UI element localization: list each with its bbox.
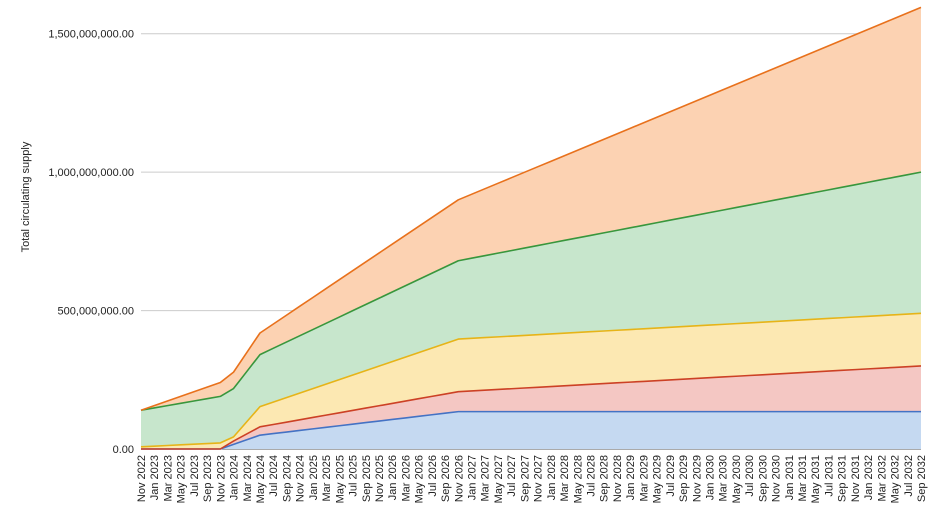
x-tick-label: Sep 2028 (599, 455, 611, 502)
x-tick-label: Nov 2030 (771, 455, 783, 502)
series-1-area (141, 411, 921, 449)
x-tick-label: May 2026 (414, 455, 426, 503)
x-axis-ticks: Nov 2022 Jan 2023 Mar 2023 May 2023 Jul 2023… (136, 455, 928, 503)
x-tick-label: Jan 2032 (863, 455, 875, 500)
x-tick-label: Mar 2031 (797, 455, 809, 501)
x-tick-label: Nov 2024 (295, 455, 307, 502)
x-tick-label: Nov 2023 (215, 455, 227, 502)
series-1-line (141, 410, 921, 450)
x-tick-label: Jul 2025 (348, 455, 360, 497)
series-lines (140, 6, 922, 450)
x-tick-label: Jul 2027 (506, 455, 518, 497)
y-tick-label: 1,500,000,000.00 (48, 29, 134, 41)
series-2-area (141, 365, 921, 449)
x-tick-label: Nov 2027 (533, 455, 545, 502)
x-tick-label: Nov 2029 (691, 455, 703, 502)
x-tick-label: Mar 2029 (638, 455, 650, 501)
x-tick-label: Mar 2027 (480, 455, 492, 501)
x-tick-label: Jul 2024 (268, 455, 280, 497)
x-tick-label: Nov 2022 (136, 455, 148, 502)
x-tick-label: Nov 2031 (850, 455, 862, 502)
series-4-line (140, 171, 922, 412)
x-tick-label: Mar 2028 (559, 455, 571, 501)
x-tick-label: May 2028 (572, 455, 584, 503)
x-tick-label: May 2025 (334, 455, 346, 503)
x-tick-label: Jul 2023 (189, 455, 201, 497)
series-5-line (140, 6, 922, 411)
x-tick-label: May 2030 (731, 455, 743, 503)
series-5-area (141, 7, 921, 411)
x-tick-label: Jul 2032 (903, 455, 915, 497)
x-tick-label: Jul 2031 (823, 455, 835, 497)
x-tick-label: Jan 2026 (387, 455, 399, 500)
area-fills (141, 7, 921, 449)
series-4-area (141, 172, 921, 447)
x-tick-label: Jan 2027 (467, 455, 479, 500)
x-tick-label: Sep 2031 (837, 455, 849, 502)
x-tick-label: Mar 2030 (718, 455, 730, 501)
x-tick-label: May 2031 (810, 455, 822, 503)
y-axis-label: Total circulating supply (20, 141, 32, 252)
x-tick-label: May 2024 (255, 455, 267, 503)
y-tick-label: 500,000,000.00 (58, 306, 134, 318)
x-tick-label: Mar 2024 (242, 455, 254, 501)
x-tick-label: Nov 2028 (612, 455, 624, 502)
series-2-line (141, 365, 922, 450)
x-tick-label: Sep 2023 (202, 455, 214, 502)
x-tick-label: Jul 2029 (665, 455, 677, 497)
x-tick-label: Sep 2030 (757, 455, 769, 502)
x-tick-label: Nov 2025 (374, 455, 386, 502)
x-tick-label: Jan 2023 (149, 455, 161, 500)
x-tick-label: Nov 2026 (453, 455, 465, 502)
y-tick-label: 0.00 (113, 444, 134, 456)
x-tick-label: Jan 2028 (546, 455, 558, 500)
x-tick-label: Mar 2026 (400, 455, 412, 501)
x-tick-label: Jul 2030 (744, 455, 756, 497)
x-tick-label: Sep 2032 (916, 455, 928, 502)
x-tick-label: Jan 2029 (625, 455, 637, 500)
y-tick-label: 1,000,000,000.00 (48, 167, 134, 179)
x-tick-label: Sep 2025 (361, 455, 373, 502)
x-tick-label: Jan 2025 (308, 455, 320, 500)
x-tick-label: Jan 2031 (784, 455, 796, 500)
x-tick-label: Mar 2032 (876, 455, 888, 501)
x-tick-label: May 2029 (652, 455, 664, 503)
x-tick-label: May 2023 (176, 455, 188, 503)
x-tick-label: Jan 2024 (229, 455, 241, 500)
x-tick-label: Jan 2030 (704, 455, 716, 500)
x-tick-label: Mar 2023 (162, 455, 174, 501)
x-tick-label: Jul 2028 (585, 455, 597, 497)
x-tick-label: Mar 2025 (321, 455, 333, 501)
x-tick-label: May 2032 (890, 455, 902, 503)
x-tick-label: May 2027 (493, 455, 505, 503)
x-tick-label: Sep 2027 (519, 455, 531, 502)
series-3-area (141, 313, 921, 449)
x-tick-label: Sep 2024 (281, 455, 293, 502)
x-tick-label: Sep 2026 (440, 455, 452, 502)
y-axis-ticks: 0.00 500,000,000.00 1,000,000,000.00 1,500,… (48, 29, 134, 456)
x-tick-label: Jul 2026 (427, 455, 439, 497)
x-tick-label: Sep 2029 (678, 455, 690, 502)
series-3-line (140, 312, 922, 448)
